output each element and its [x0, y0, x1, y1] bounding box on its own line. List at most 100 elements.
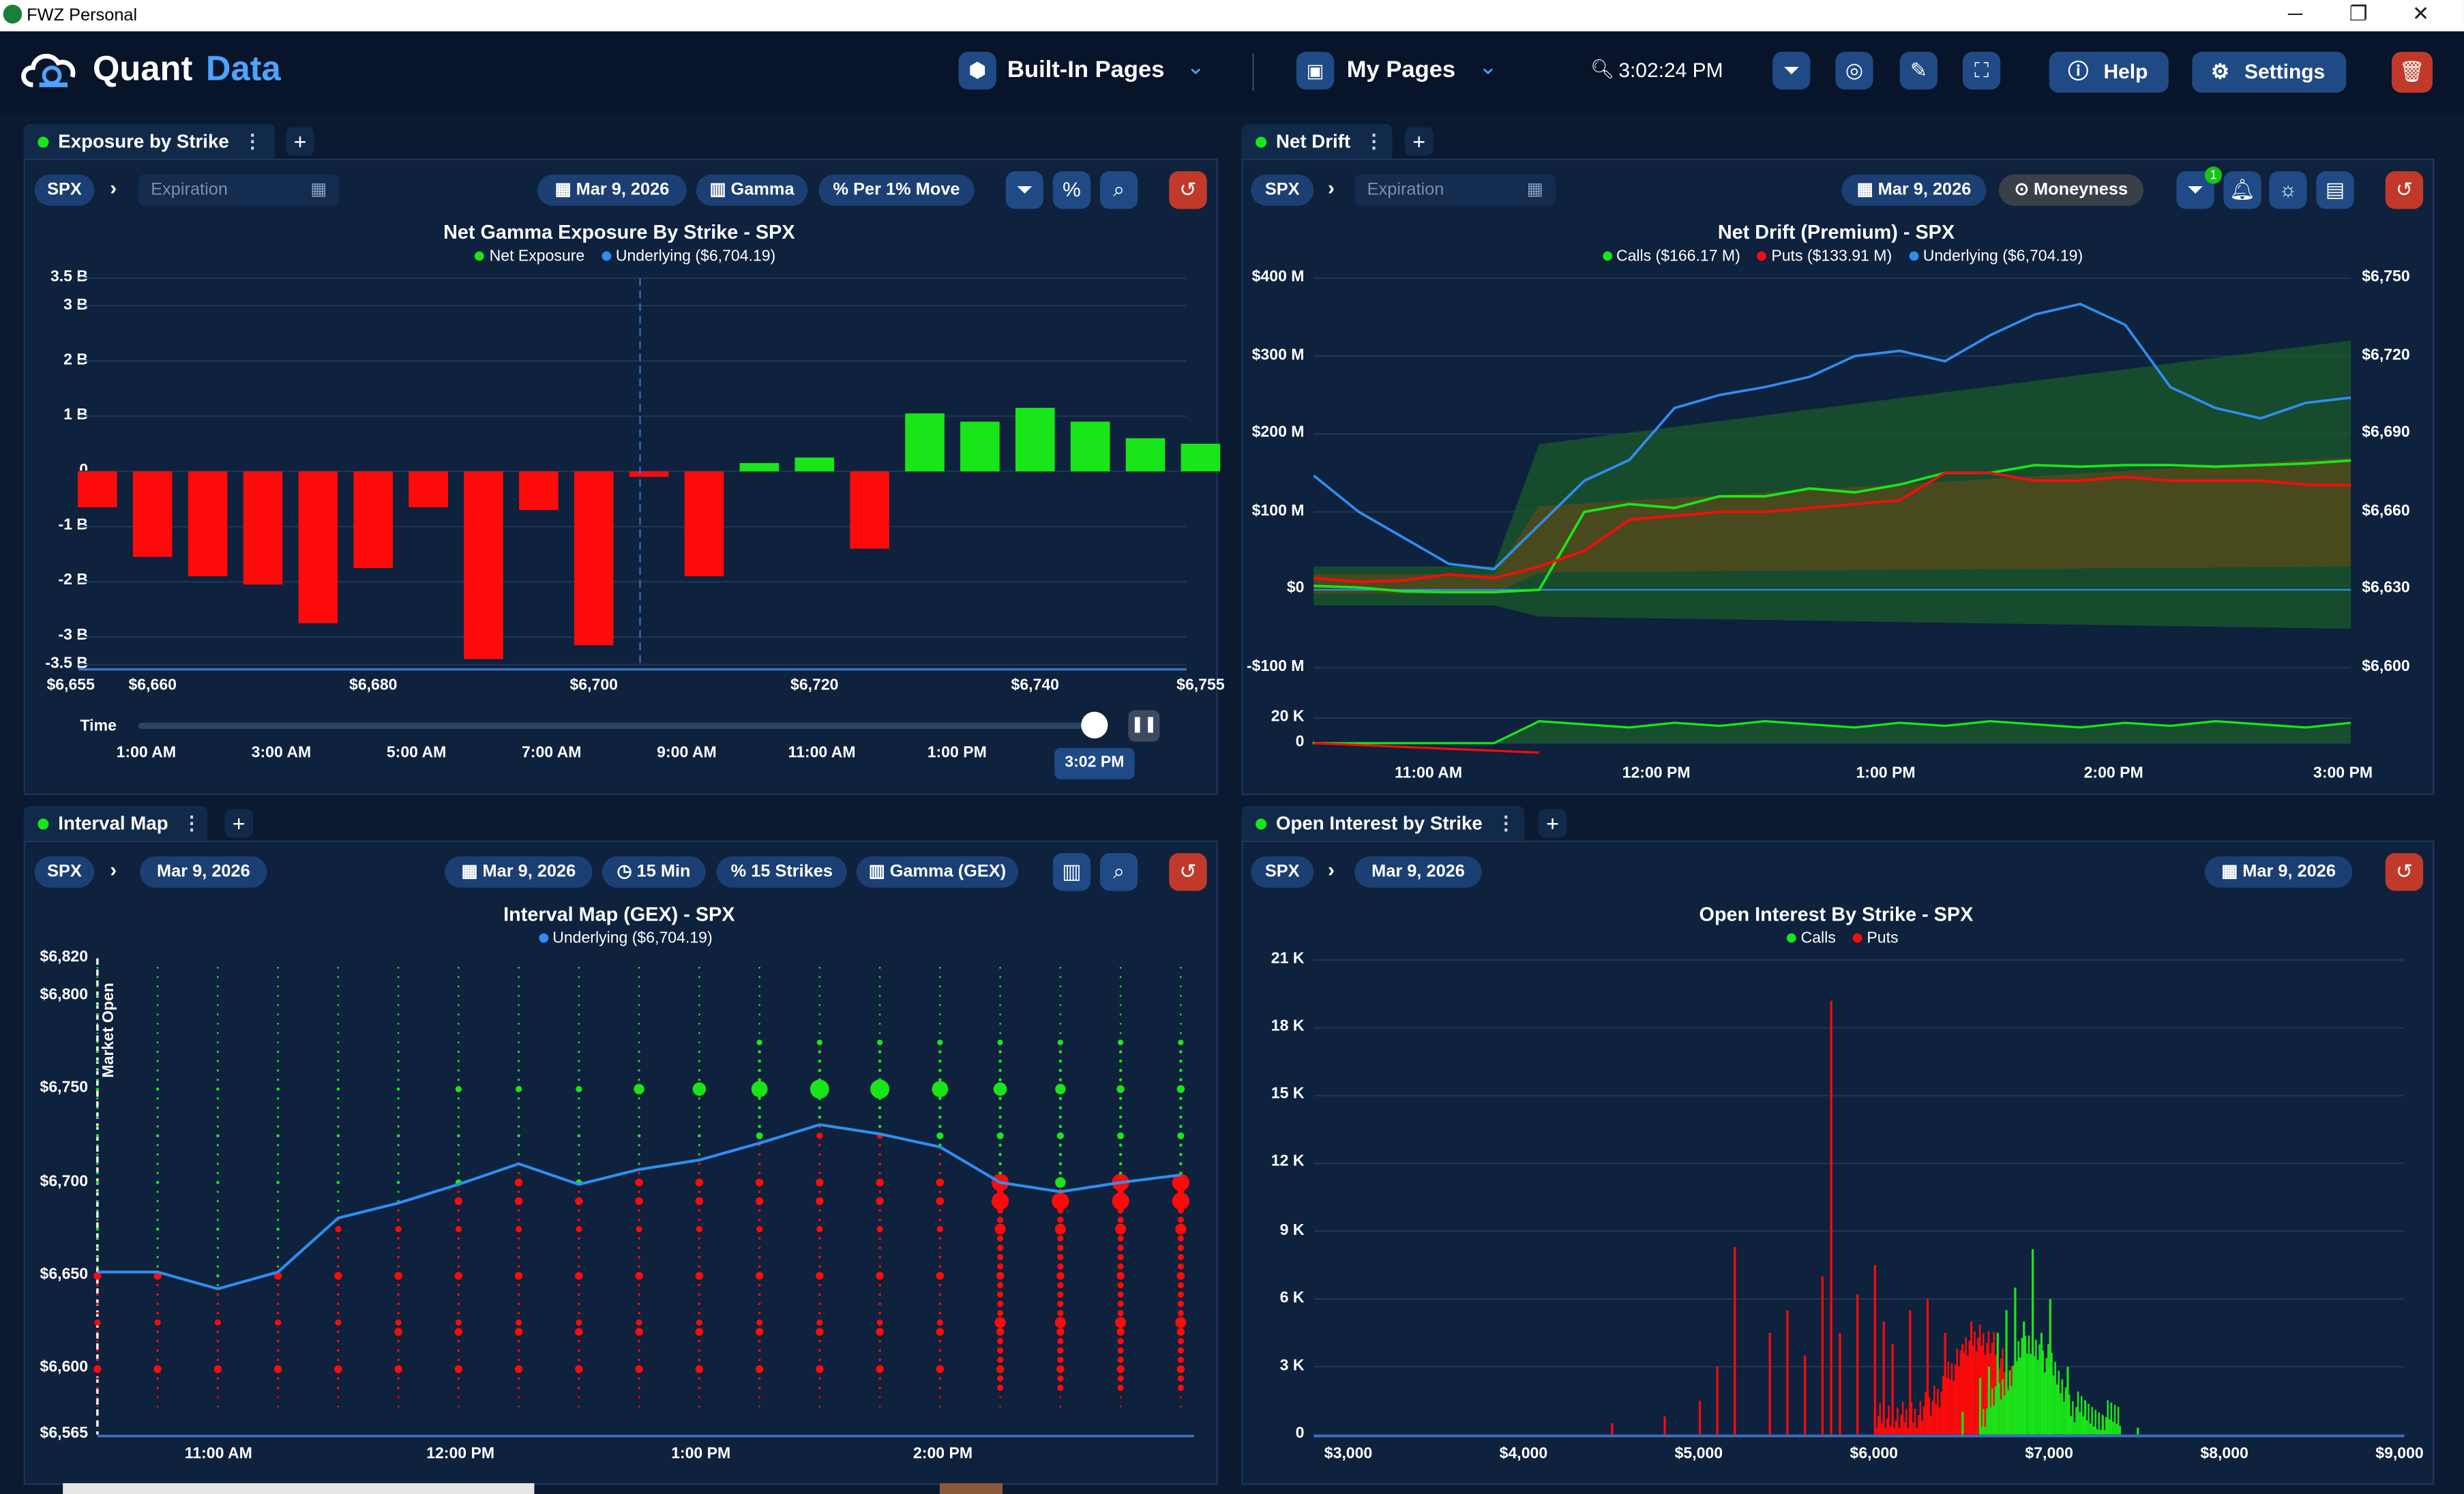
chevron-down-icon[interactable]: ⌄ [1186, 53, 1205, 79]
minimize-button[interactable]: ─ [2287, 1, 2303, 25]
put-oi-bar [1925, 1392, 1927, 1435]
gex-bubble [276, 1349, 280, 1352]
date-pill[interactable]: ▦ Mar 9, 2026 [1841, 174, 1987, 206]
tab-net-drift[interactable]: Net Drift ⋮ [1241, 124, 1393, 159]
tab-exposure-by-strike[interactable]: Exposure by Strike ⋮ [23, 124, 276, 159]
my-pages-menu[interactable]: My Pages [1346, 56, 1456, 84]
gex-bubble [997, 1300, 1004, 1307]
put-oi-bar [1975, 1351, 1978, 1435]
window-title: FWZ Personal [27, 6, 138, 25]
add-tab-button[interactable]: + [224, 809, 253, 838]
move-pill[interactable]: % Per 1% Move [818, 174, 975, 206]
reset-icon[interactable]: ↺ [2385, 171, 2424, 209]
filter-icon[interactable]: ⏷ [1005, 171, 1043, 209]
kebab-menu-icon[interactable]: ⋮ [243, 130, 263, 153]
call-oi-bar [2117, 1407, 2120, 1435]
date-pill[interactable]: ▦ Mar 9, 2026 [2204, 856, 2353, 888]
zoom-icon[interactable]: ⌕ [1099, 853, 1138, 891]
ticker-pill[interactable]: SPX [34, 174, 95, 206]
restore-button[interactable]: ❐ [2349, 1, 2368, 25]
gex-bubble [578, 1377, 580, 1380]
ticker-pill[interactable]: SPX [34, 856, 95, 888]
gex-bubble [96, 1265, 99, 1268]
date-pill[interactable]: Mar 9, 2026 [140, 856, 267, 888]
date-pill[interactable]: ▦ Mar 9, 2026 [445, 856, 593, 888]
date-pill[interactable]: Mar 9, 2026 [1354, 856, 1482, 888]
put-oi-bar [1903, 1422, 1905, 1435]
gex-bubble [1059, 1023, 1062, 1025]
ticker-pill[interactable]: SPX [1251, 856, 1314, 888]
globe-icon[interactable]: ◎ [1835, 52, 1873, 90]
time-slider-track[interactable] [138, 722, 1097, 730]
call-oi-bar [2068, 1394, 2070, 1435]
gex-bubble [394, 1272, 402, 1280]
reset-icon[interactable]: ↺ [1169, 853, 1207, 891]
gex-bubble [818, 985, 821, 988]
greek-pill[interactable]: ▥ Gamma (GEX) [856, 856, 1019, 888]
gex-bubble [1175, 1317, 1187, 1328]
gex-bubble [277, 966, 279, 969]
zoom-icon[interactable]: ⌕ [1099, 171, 1138, 209]
help-button[interactable]: ⓘ Help [2049, 52, 2169, 93]
pencil-icon[interactable]: ✎ [1899, 52, 1938, 90]
pause-icon[interactable]: ❚❚ [1128, 710, 1160, 742]
fullscreen-icon[interactable]: ⛶ [1962, 52, 2001, 90]
gex-bubble [96, 1396, 99, 1399]
gex-bubble [878, 1311, 881, 1315]
add-tab-button[interactable]: + [1538, 809, 1567, 838]
gex-bubble [938, 1004, 941, 1006]
gex-bubble [698, 1386, 701, 1390]
builtin-pages-menu[interactable]: Built-In Pages [1007, 56, 1165, 84]
bell-icon[interactable]: 🔔︎ [2223, 171, 2261, 209]
ticker-pill[interactable]: SPX [1251, 174, 1314, 206]
greek-pill[interactable]: ▥ Gamma [696, 174, 808, 206]
gex-bubble [818, 976, 821, 978]
bulb-icon[interactable]: ☼ [2269, 171, 2307, 209]
gex-bubble [878, 1162, 881, 1165]
reset-icon[interactable]: ↺ [2385, 853, 2424, 891]
time-slider-handle[interactable] [1081, 711, 1108, 738]
chart-type-icon[interactable]: ▥ [1052, 853, 1091, 891]
search-icon[interactable]: 🔍︎ [1590, 58, 1614, 80]
call-oi-bar [2058, 1371, 2060, 1435]
cloud-logo-icon[interactable] [20, 47, 80, 94]
strikes-pill[interactable]: % 15 Strikes [716, 856, 847, 888]
horizontal-scrollbar[interactable] [63, 1483, 535, 1494]
gex-bubble [277, 1209, 280, 1212]
kebab-menu-icon[interactable]: ⋮ [1364, 130, 1384, 153]
gex-bubble [397, 1069, 400, 1072]
add-tab-button[interactable]: + [1404, 127, 1434, 156]
call-oi-bar [2019, 1357, 2021, 1435]
gex-bubble [878, 1171, 881, 1175]
trash-icon[interactable]: 🗑︎ [2391, 52, 2433, 93]
reset-icon[interactable]: ↺ [1169, 171, 1207, 209]
kebab-menu-icon[interactable]: ⋮ [1496, 812, 1516, 835]
expiration-input[interactable]: Expiration ▦ [138, 174, 340, 206]
gex-bubble [1179, 1396, 1182, 1399]
gex-bubble [277, 1265, 280, 1268]
put-oi-bar [1923, 1406, 1925, 1435]
interval-pill[interactable]: ◷ 15 Min [602, 856, 706, 888]
gex-bubble [938, 1237, 942, 1240]
gex-bubble [818, 1237, 821, 1240]
settings-button[interactable]: ⚙ Settings [2192, 52, 2347, 93]
kebab-menu-icon[interactable]: ⋮ [182, 812, 202, 835]
gex-bubble [1117, 1338, 1124, 1345]
moneyness-pill[interactable]: ⊙ Moneyness [1998, 174, 2143, 206]
tab-interval-map[interactable]: Interval Map ⋮ [23, 806, 208, 841]
y-tick-label: $6,565 [40, 1424, 89, 1443]
percent-icon[interactable]: % [1052, 171, 1091, 209]
gex-bubble [277, 1191, 280, 1193]
gex-bubble [95, 1180, 100, 1184]
chevron-down-icon[interactable]: ⌄ [1479, 53, 1498, 79]
gex-bubble [638, 1032, 640, 1034]
expiration-input[interactable]: Expiration ▦ [1354, 174, 1556, 206]
chart-type-icon[interactable]: ▤ [2316, 171, 2354, 209]
date-pill[interactable]: ▦ Mar 9, 2026 [537, 174, 687, 206]
add-tab-button[interactable]: + [286, 127, 314, 156]
close-window-button[interactable]: ✕ [2411, 1, 2430, 25]
tab-open-interest[interactable]: Open Interest by Strike ⋮ [1241, 806, 1525, 841]
gex-bubble [216, 1106, 219, 1109]
gex-bubble [337, 1050, 340, 1054]
filter-icon[interactable]: ⏷ [1772, 52, 1811, 90]
